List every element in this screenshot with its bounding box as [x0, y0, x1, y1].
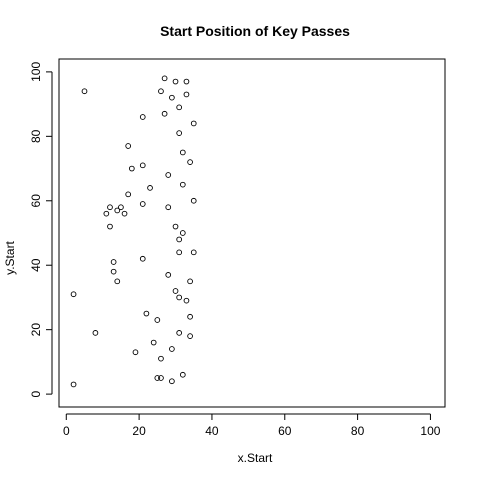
data-point: [190, 197, 197, 204]
data-point: [165, 204, 172, 211]
data-point: [114, 278, 121, 285]
data-point: [143, 310, 150, 317]
x-axis: 0 20 40 60 80 100: [63, 413, 441, 438]
data-point: [165, 272, 172, 278]
data-point: [176, 130, 183, 136]
data-point: [158, 355, 164, 362]
data-point: [179, 371, 186, 378]
data-point: [125, 143, 132, 149]
data-point: [190, 120, 197, 127]
data-point: [161, 75, 168, 82]
data-point: [165, 172, 172, 178]
data-point: [187, 333, 193, 339]
data-point: [187, 278, 193, 285]
data-point: [110, 259, 117, 265]
data-point: [70, 291, 77, 298]
data-point: [187, 313, 193, 320]
data-point: [107, 204, 113, 211]
data-point: [183, 91, 190, 98]
data-point: [154, 317, 161, 323]
data-point: [147, 185, 153, 191]
data-point: [139, 255, 146, 262]
y-tick-label: 40: [29, 258, 43, 272]
data-point: [103, 210, 110, 217]
chart-title: Start Position of Key Passes: [160, 23, 350, 39]
data-point: [150, 339, 157, 346]
plot-frame: [58, 58, 446, 408]
data-point: [183, 78, 190, 85]
x-tick-label: 40: [205, 424, 219, 438]
data-point: [176, 249, 183, 256]
data-point: [176, 294, 183, 301]
y-axis: 0 20 40 60 80 100: [29, 62, 53, 397]
data-point: [158, 375, 164, 381]
data-point: [172, 223, 179, 230]
data-point: [121, 210, 128, 217]
data-point: [139, 162, 146, 169]
data-point: [183, 297, 190, 304]
data-point: [81, 88, 88, 95]
data-point: [172, 288, 179, 294]
data-point: [110, 268, 117, 275]
data-point: [161, 110, 168, 117]
data-point: [169, 378, 175, 385]
data-point: [107, 223, 113, 230]
data-point: [114, 207, 121, 214]
data-point: [176, 330, 183, 336]
y-tick-label: 0: [29, 390, 43, 397]
y-tick-label: 80: [29, 129, 43, 143]
data-point: [125, 191, 132, 198]
y-axis-label: y.Start: [3, 240, 17, 274]
x-tick-label: 20: [132, 424, 146, 438]
data-point: [169, 346, 175, 352]
data-point: [169, 94, 175, 101]
data-point: [70, 381, 77, 388]
x-tick-label: 100: [420, 424, 440, 438]
data-point: [190, 249, 197, 256]
data-point: [128, 165, 135, 172]
data-point: [172, 78, 179, 85]
data-point: [179, 230, 186, 236]
data-point: [179, 149, 186, 156]
data-point: [179, 181, 186, 188]
data-point: [158, 88, 164, 95]
y-tick-label: 100: [29, 62, 43, 82]
data-point: [154, 375, 161, 381]
x-tick-label: 80: [351, 424, 365, 438]
data-point: [176, 236, 183, 243]
x-tick-label: 0: [63, 424, 70, 438]
x-axis-label: x.Start: [238, 451, 273, 465]
data-point: [118, 204, 124, 211]
data-point: [92, 330, 99, 336]
data-points: [70, 75, 197, 388]
data-point: [139, 201, 146, 207]
y-tick-label: 20: [29, 323, 43, 337]
x-tick-label: 60: [278, 424, 292, 438]
data-point: [139, 114, 146, 120]
data-point: [132, 349, 139, 356]
data-point: [187, 159, 193, 165]
y-tick-label: 60: [29, 194, 43, 208]
data-point: [176, 104, 183, 111]
